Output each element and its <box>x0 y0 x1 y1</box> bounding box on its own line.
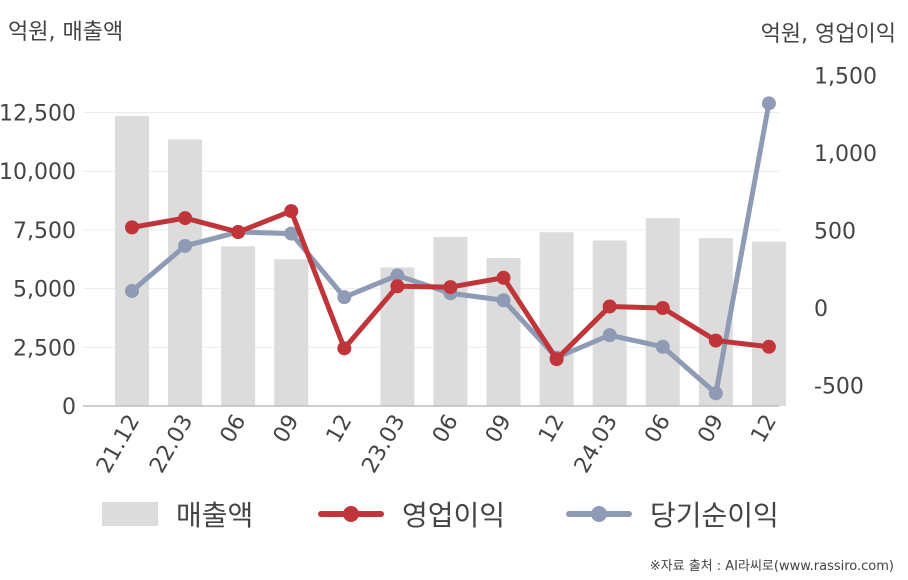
category-label: 09 <box>481 411 517 448</box>
net-income-point <box>390 268 405 283</box>
category-label: 21.12 <box>92 411 145 478</box>
revenue-bar <box>274 259 309 406</box>
revenue-bar <box>115 116 149 406</box>
right-tick-label: 0 <box>814 297 828 322</box>
net-income-point <box>708 386 723 401</box>
operating-profit-point <box>337 341 352 356</box>
operating-profit-point <box>496 270 511 285</box>
category-label: 12 <box>322 411 358 448</box>
net-income-point <box>125 283 139 298</box>
net-income-point <box>337 290 352 305</box>
net-income-swatch <box>566 502 632 526</box>
operating-profit-point <box>390 279 405 294</box>
legend-label-operating-profit: 영업이익 <box>402 499 506 532</box>
right-tick-label: 1,000 <box>814 142 877 167</box>
legend-label-net-income: 당기순이익 <box>650 499 779 532</box>
category-label: 09 <box>693 411 729 448</box>
left-tick-label: 10,000 <box>0 160 76 185</box>
revenue-bar <box>433 236 468 406</box>
category-label: 12 <box>746 411 782 448</box>
revenue-bars <box>115 116 786 406</box>
revenue-swatch <box>102 502 158 526</box>
net-income-point <box>284 226 299 241</box>
revenue-bar <box>592 240 627 406</box>
net-income-point <box>178 238 193 253</box>
right-tick-label: 500 <box>814 219 856 244</box>
net-income-point <box>761 96 776 111</box>
operating-profit-point <box>178 211 193 226</box>
revenue-bar <box>221 246 256 406</box>
operating-profit-point <box>231 225 246 240</box>
left-tick-label: 12,500 <box>0 102 76 127</box>
legend-label-revenue: 매출액 <box>176 499 254 532</box>
right-tick-label: 1,500 <box>814 64 877 89</box>
left-axis-unit-label: 억원, 매출액 <box>8 20 124 45</box>
operating-profit-point <box>284 204 299 219</box>
right-axis-unit-label: 억원, 영업이익 <box>760 22 896 47</box>
category-label: 22.03 <box>145 411 198 478</box>
left-tick-label: 2,500 <box>13 336 76 361</box>
operating-profit-point <box>443 280 458 295</box>
right-tick-label: -500 <box>814 375 864 400</box>
legend: 매출액 영업이익 당기순이익 <box>0 492 908 536</box>
operating-profit-swatch <box>318 502 384 526</box>
legend-item-net-income: 당기순이익 <box>566 492 779 536</box>
category-label: 09 <box>269 411 305 448</box>
left-tick-label: 7,500 <box>13 219 76 244</box>
source-note: ※자료 출처 : AI라씨로(www.rassiro.com) <box>649 559 894 574</box>
revenue-bar <box>751 241 786 406</box>
operating-profit-point <box>125 220 139 235</box>
profit-lines <box>125 96 776 401</box>
operating-profit-point <box>761 339 776 354</box>
legend-item-operating-profit: 영업이익 <box>318 492 505 536</box>
left-tick-label: 0 <box>62 395 76 420</box>
category-label: 06 <box>216 411 252 448</box>
category-label: 06 <box>640 411 676 448</box>
category-label: 06 <box>428 411 464 448</box>
category-label: 23.03 <box>357 411 410 478</box>
net-income-point <box>602 328 617 343</box>
operating-profit-point <box>549 352 564 367</box>
legend-item-revenue: 매출액 <box>102 492 253 536</box>
operating-profit-point <box>602 299 617 314</box>
operating-profit-point <box>655 301 670 315</box>
left-tick-label: 5,000 <box>13 278 76 303</box>
category-label: 24.03 <box>570 411 623 478</box>
category-label: 12 <box>534 411 570 448</box>
revenue-bar <box>168 139 203 406</box>
net-income-point <box>655 339 670 354</box>
operating-profit-point <box>708 333 723 348</box>
net-income-point <box>496 293 511 308</box>
revenue-bar <box>539 232 574 406</box>
